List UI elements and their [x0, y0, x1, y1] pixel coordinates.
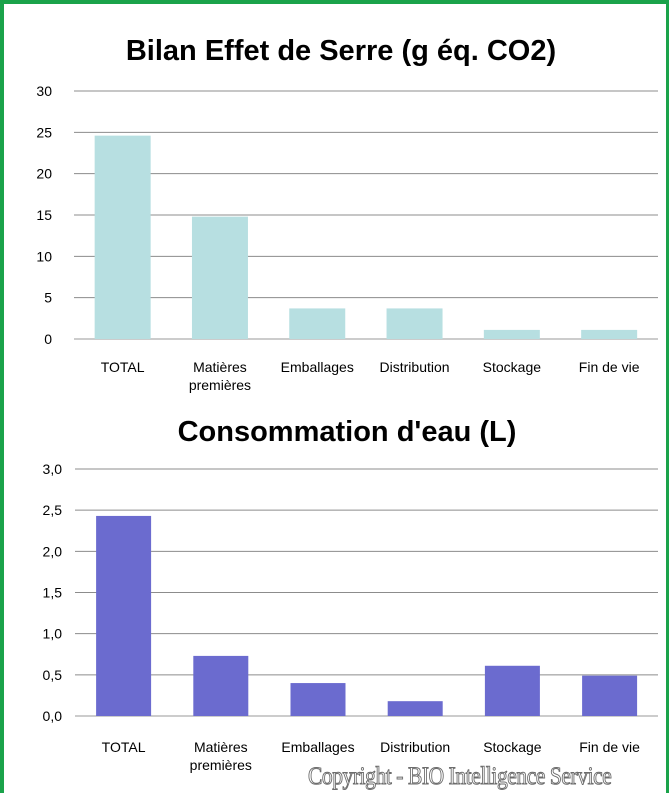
chart2-y-tick-label: 1,5 [43, 585, 63, 601]
chart2-bar [582, 675, 638, 716]
chart2-category-label: TOTAL [102, 739, 146, 755]
chart1-title: Bilan Effet de Serre (g éq. CO2) [126, 35, 556, 67]
chart2-y-tick-label: 2,5 [43, 502, 63, 518]
chart2-category-label: Fin de vie [579, 739, 640, 755]
chart1-bar [191, 216, 248, 339]
chart1-y-tick-label: 20 [36, 166, 52, 182]
chart2-y-tick-label: 2,0 [43, 543, 63, 559]
chart1-bar [581, 329, 638, 339]
chart1-y-tick-label: 5 [44, 290, 52, 306]
chart1-y-tick-label: 0 [44, 331, 52, 347]
chart1-category-label: Fin de vie [579, 359, 640, 375]
chart1-category-label: Stockage [483, 359, 542, 375]
chart2-title: Consommation d'eau (L) [178, 416, 517, 448]
chart1-category-label: Distribution [380, 359, 450, 375]
chart1-y-tick-label: 25 [36, 124, 52, 140]
chart2-category-label: Stockage [483, 739, 542, 755]
chart2-bar [193, 655, 249, 716]
chart2-category-label: premières [190, 757, 252, 773]
chart1-category-label: TOTAL [101, 359, 145, 375]
chart1-category-label: premières [189, 377, 251, 393]
chart1-y-tick-label: 10 [36, 248, 52, 264]
chart2-bar [96, 515, 152, 716]
chart2-y-tick-label: 3,0 [43, 461, 63, 477]
chart1-category-label: Matières [193, 359, 247, 375]
chart1-category-label: Emballages [281, 359, 354, 375]
chart1-y-tick-label: 30 [36, 83, 52, 99]
chart2-y-tick-label: 0,0 [43, 708, 63, 724]
chart2-category-label: Distribution [380, 739, 450, 755]
chart2-bar [484, 665, 540, 716]
chart2-category-label: Matières [194, 739, 248, 755]
chart1-bar [289, 308, 346, 339]
chart2-y-tick-label: 0,5 [43, 667, 63, 683]
chart2-category-label: Emballages [281, 739, 354, 755]
chart2-bar [387, 701, 443, 716]
chart1-y-tick-label: 15 [36, 207, 52, 223]
chart2-y-tick-label: 1,0 [43, 626, 63, 642]
chart1-bar [483, 329, 540, 339]
chart1-bar [386, 308, 443, 339]
chart2-bar [290, 683, 346, 716]
copyright-text: Copyright - BIO Intelligence Service [308, 763, 613, 791]
chart1-bar [94, 135, 151, 339]
